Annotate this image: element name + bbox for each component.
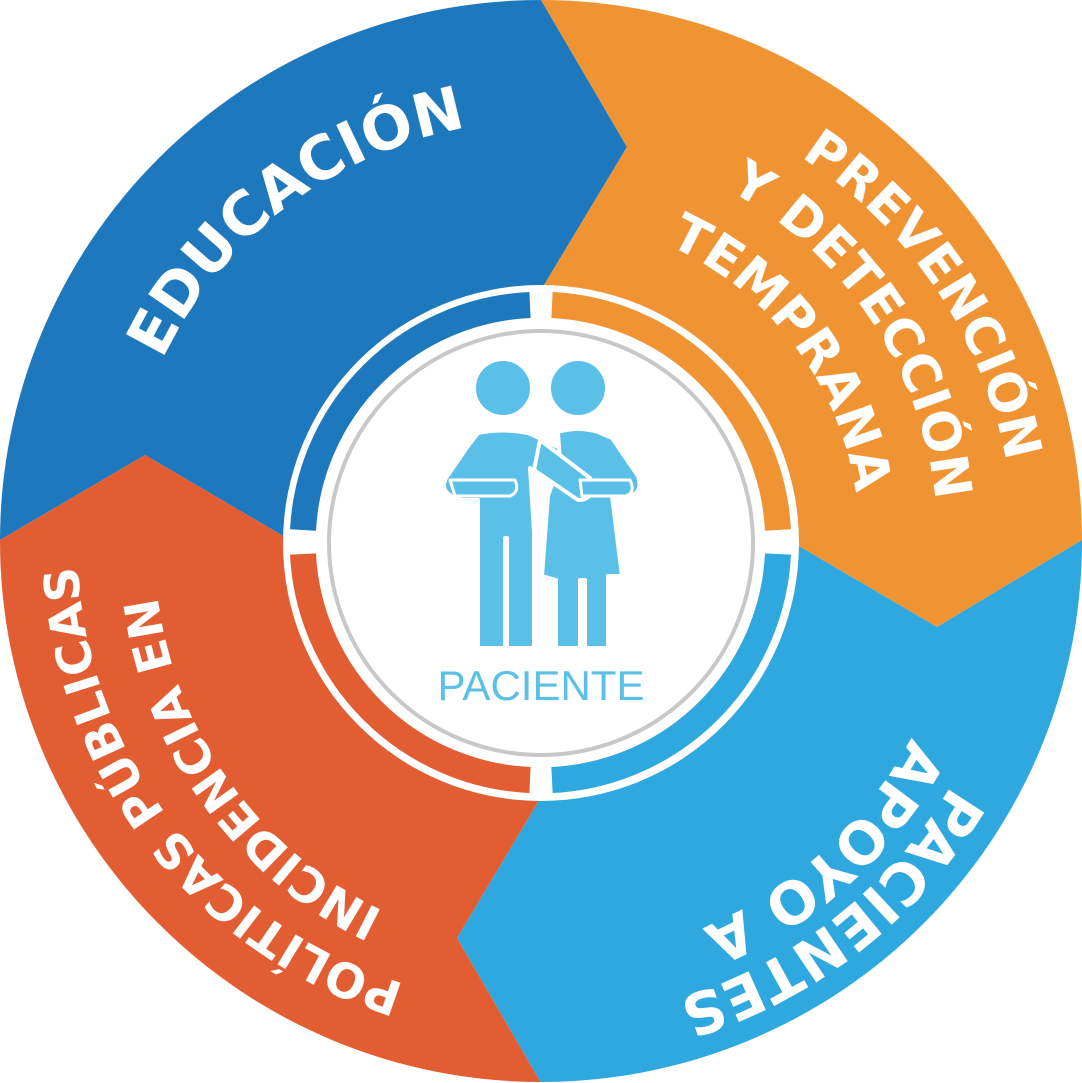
two-people-icon — [442, 357, 642, 650]
hub-ring-arc-blue — [290, 292, 531, 531]
hub-ring — [290, 292, 791, 793]
hub-ring-arc-light-blue — [551, 553, 791, 793]
hub-inner-circle — [327, 329, 755, 757]
hub-ring-arc-red — [290, 553, 531, 793]
center-label: PACIENTE — [438, 662, 645, 709]
hub-ring-arc-orange — [551, 292, 791, 531]
